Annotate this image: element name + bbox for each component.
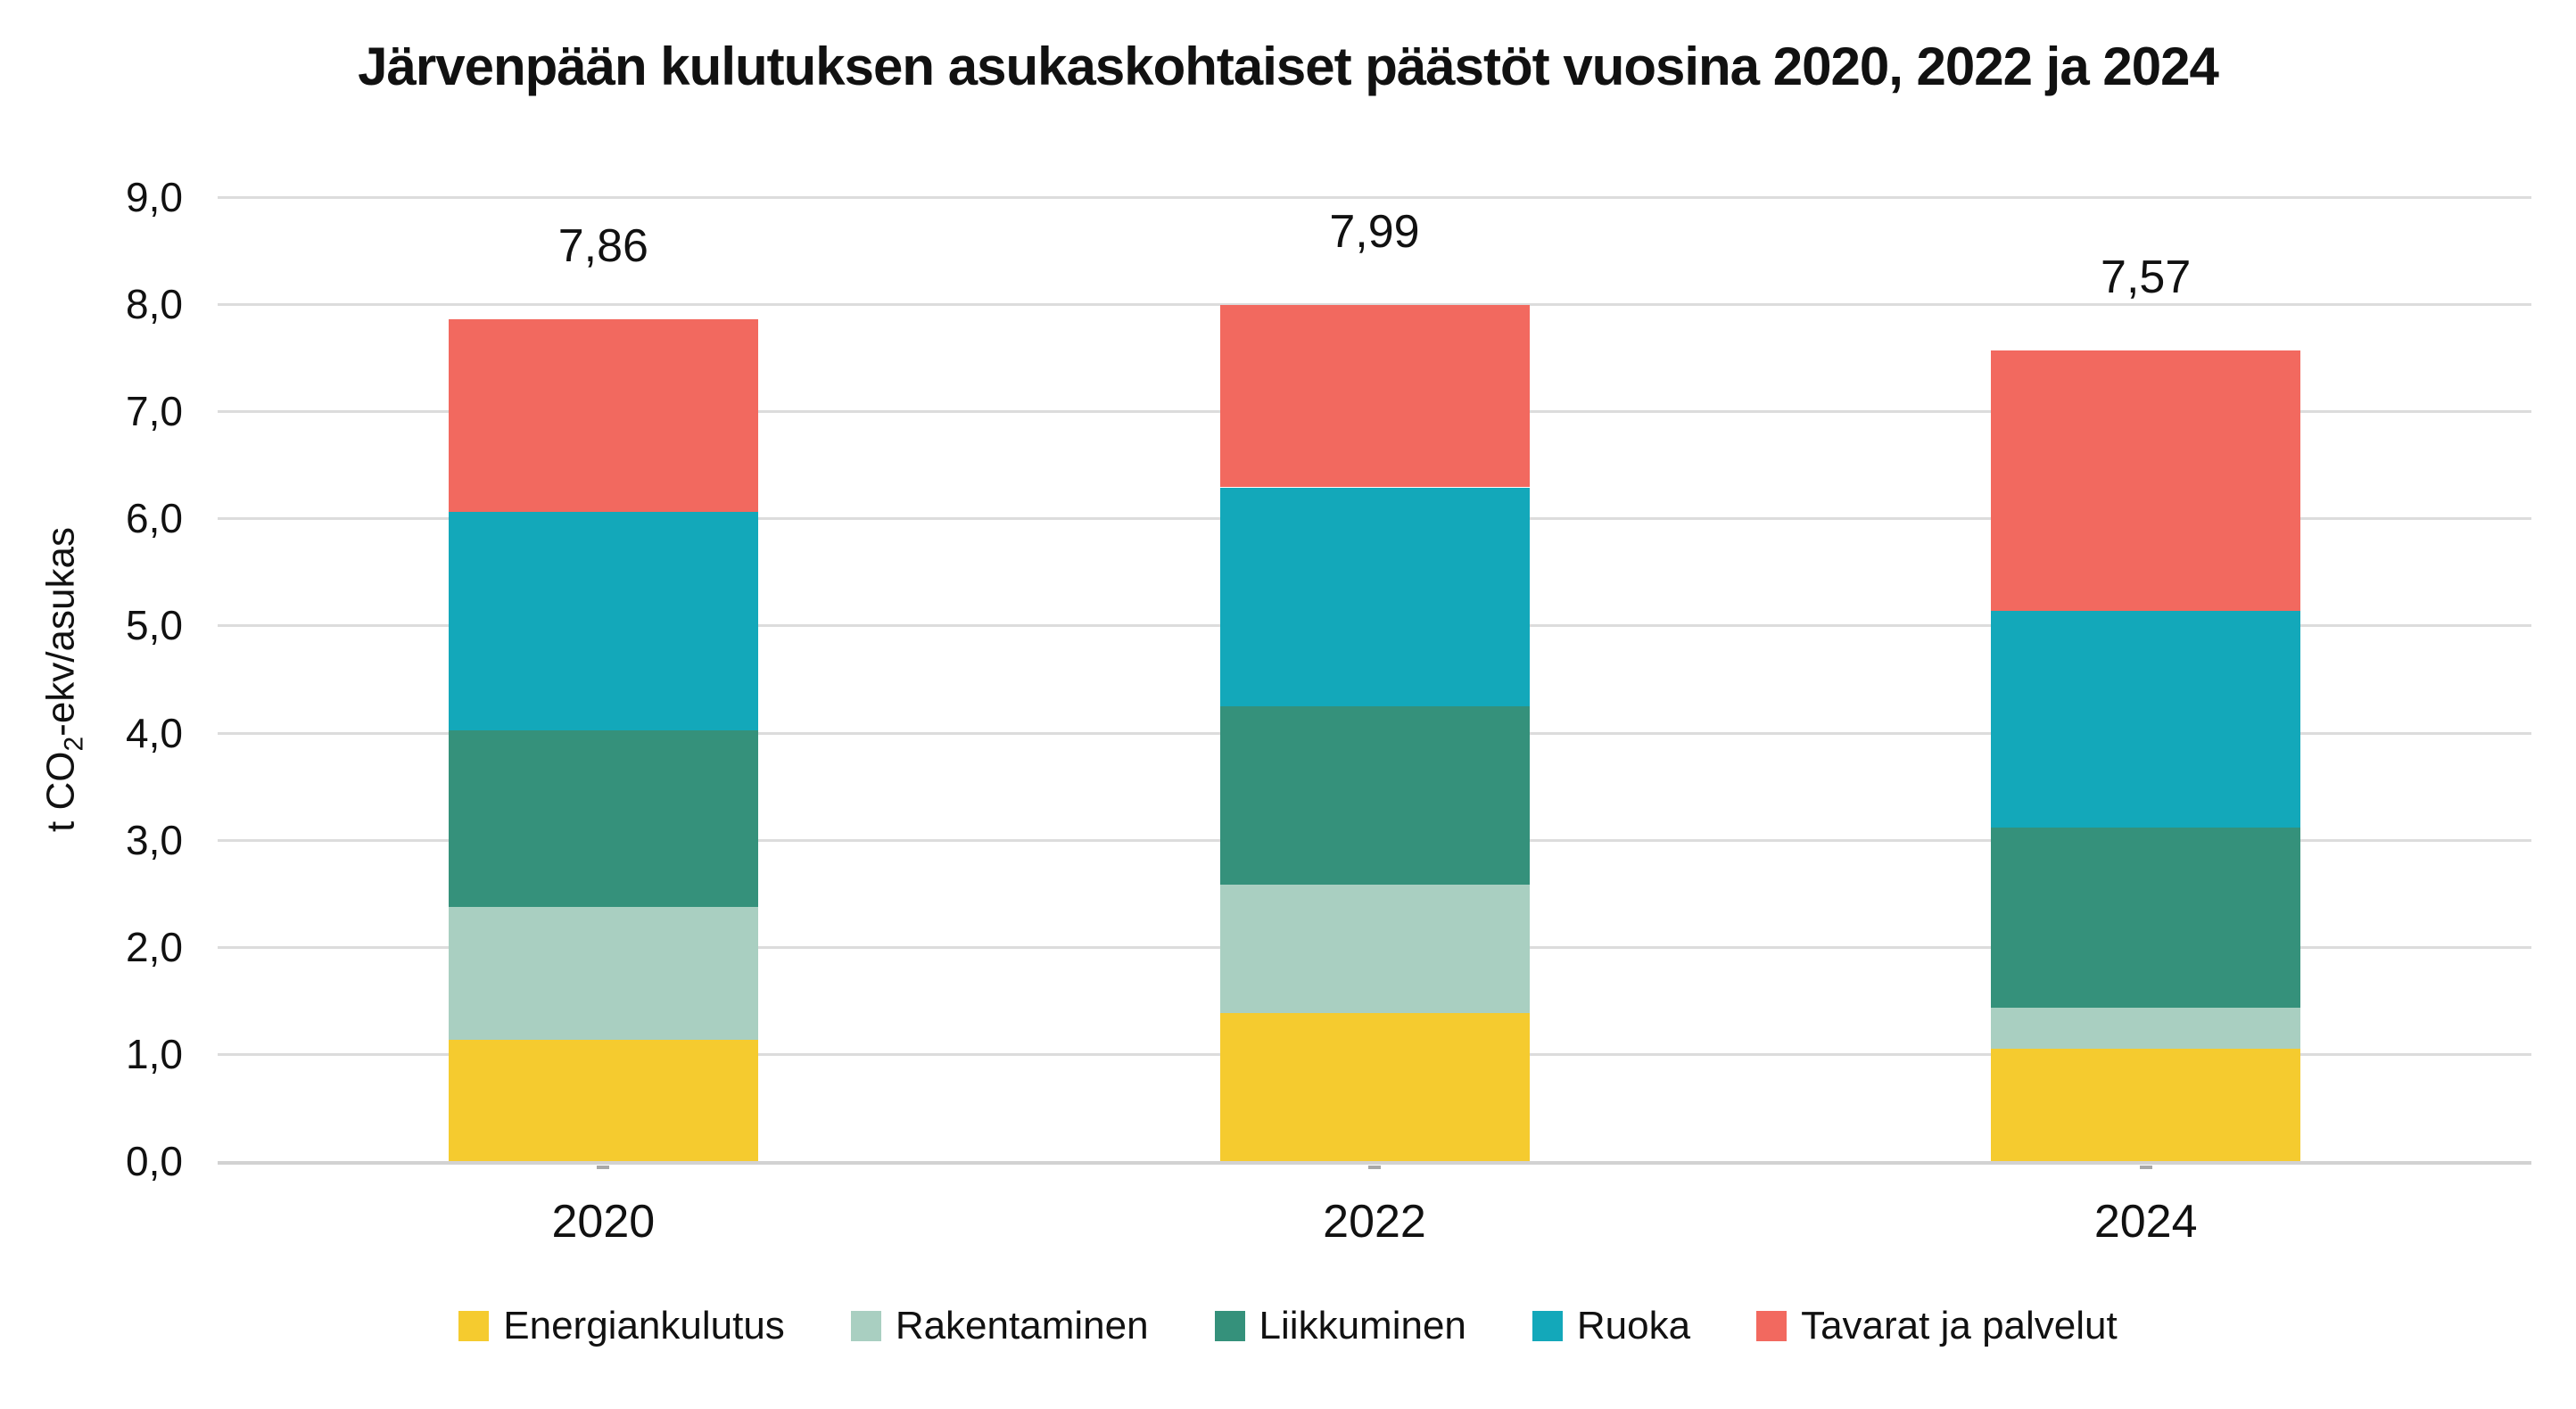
bar-segment-energiankulutus-2020[interactable] bbox=[448, 1040, 758, 1161]
x-axis-tick bbox=[2139, 1166, 2152, 1169]
bar-segment-tavarat-ja-palvelut-2022[interactable] bbox=[1219, 305, 1530, 488]
x-axis-label-2020: 2020 bbox=[551, 1196, 656, 1248]
bar-segment-liikkuminen-2022[interactable] bbox=[1219, 705, 1530, 886]
legend-item-energiankulutus[interactable]: Energiankulutus bbox=[458, 1304, 785, 1348]
legend-swatch-ruoka-icon bbox=[1532, 1311, 1563, 1341]
bar-total-label-2024: 7,57 bbox=[2101, 251, 2192, 303]
legend-swatch-energiankulutus-icon bbox=[458, 1311, 490, 1341]
y-axis-title: t CO2-ekv/asukas bbox=[39, 527, 90, 832]
y-tick-label: 8,0 bbox=[126, 281, 183, 328]
y-tick-label: 2,0 bbox=[126, 923, 183, 970]
bar-segment-rakentaminen-2020[interactable] bbox=[448, 907, 758, 1041]
bar-segment-rakentaminen-2022[interactable] bbox=[1219, 885, 1530, 1014]
legend-label: Rakentaminen bbox=[895, 1304, 1149, 1347]
y-tick-label: 7,0 bbox=[126, 388, 183, 435]
y-tick-label: 3,0 bbox=[126, 816, 183, 863]
bar-segment-tavarat-ja-palvelut-2024[interactable] bbox=[1991, 350, 2301, 611]
bar-segment-energiankulutus-2022[interactable] bbox=[1219, 1013, 1530, 1161]
legend-item-liikkuminen[interactable]: Liikkuminen bbox=[1214, 1304, 1466, 1348]
bar-segment-ruoka-2022[interactable] bbox=[1219, 487, 1530, 706]
legend-item-rakentaminen[interactable]: Rakentaminen bbox=[850, 1304, 1149, 1348]
legend-label: Ruoka bbox=[1576, 1304, 1691, 1347]
bar-segment-liikkuminen-2024[interactable] bbox=[1991, 828, 2301, 1009]
legend-swatch-rakentaminen-icon bbox=[850, 1311, 881, 1341]
bar-segment-tavarat-ja-palvelut-2020[interactable] bbox=[448, 318, 758, 513]
legend-label: Liikkuminen bbox=[1259, 1304, 1466, 1347]
bar-total-label-2022: 7,99 bbox=[1329, 206, 1420, 259]
legend: Energiankulutus Rakentaminen Liikkuminen… bbox=[0, 1304, 2576, 1348]
legend-item-tavarat-ja-palvelut[interactable]: Tavarat ja palvelut bbox=[1756, 1304, 2118, 1348]
gridline bbox=[218, 303, 2531, 307]
y-tick-label: 9,0 bbox=[126, 174, 183, 220]
chart-title: Järvenpään kulutuksen asukaskohtaiset pä… bbox=[358, 37, 2219, 96]
x-axis-tick bbox=[597, 1166, 610, 1169]
y-tick-label: 0,0 bbox=[126, 1138, 183, 1184]
y-tick-label: 6,0 bbox=[126, 495, 183, 542]
gridline bbox=[218, 196, 2531, 199]
x-axis-line bbox=[218, 1161, 2531, 1165]
x-axis-tick bbox=[1368, 1166, 1381, 1169]
bar-segment-liikkuminen-2020[interactable] bbox=[448, 730, 758, 908]
bar-segment-energiankulutus-2024[interactable] bbox=[1991, 1048, 2301, 1161]
y-tick-label: 1,0 bbox=[126, 1030, 183, 1077]
legend-label: Energiankulutus bbox=[503, 1304, 785, 1347]
x-axis-label-2022: 2022 bbox=[1323, 1196, 1426, 1248]
legend-swatch-tavarat-ja-palvelut-icon bbox=[1756, 1311, 1788, 1341]
y-tick-label: 4,0 bbox=[126, 709, 183, 756]
y-tick-label: 5,0 bbox=[126, 602, 183, 649]
legend-item-ruoka[interactable]: Ruoka bbox=[1532, 1304, 1690, 1348]
bar-segment-rakentaminen-2024[interactable] bbox=[1991, 1008, 2301, 1049]
legend-swatch-liikkuminen-icon bbox=[1214, 1311, 1245, 1341]
legend-label: Tavarat ja palvelut bbox=[1801, 1304, 2118, 1347]
bar-segment-ruoka-2024[interactable] bbox=[1991, 610, 2301, 828]
x-axis-label-2024: 2024 bbox=[2093, 1196, 2198, 1248]
bar-segment-ruoka-2020[interactable] bbox=[448, 512, 758, 731]
bar-total-label-2020: 7,86 bbox=[557, 219, 648, 272]
